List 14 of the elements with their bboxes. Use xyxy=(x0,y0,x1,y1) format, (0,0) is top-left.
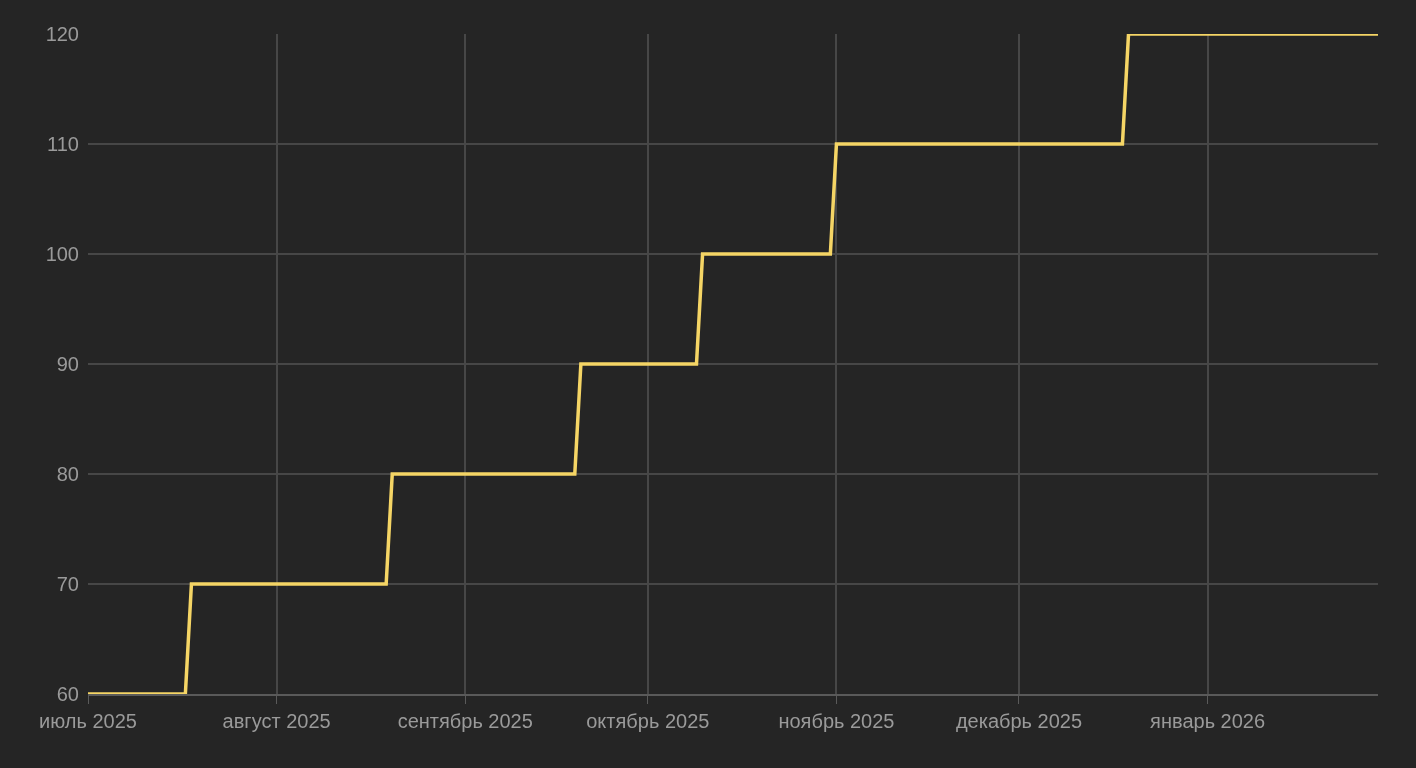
y-tick-label: 100 xyxy=(45,243,79,265)
y-tick-label: 90 xyxy=(56,353,79,375)
x-tick-label: август 2025 xyxy=(222,709,331,732)
y-tick-label: 110 xyxy=(47,133,79,155)
y-tick-label: 80 xyxy=(56,463,79,485)
x-tick-label: ноябрь 2025 xyxy=(778,709,895,732)
y-tick-label: 120 xyxy=(45,23,79,45)
x-tick-label: декабрь 2025 xyxy=(955,709,1083,732)
x-tick-label: сентябрь 2025 xyxy=(397,709,533,732)
y-tick-label: 70 xyxy=(56,573,79,595)
x-tick-label: июль 2025 xyxy=(39,709,137,732)
x-tick-label: январь 2026 xyxy=(1150,709,1266,732)
x-tick-label: октябрь 2025 xyxy=(586,709,710,732)
y-tick-label: 60 xyxy=(56,683,79,705)
